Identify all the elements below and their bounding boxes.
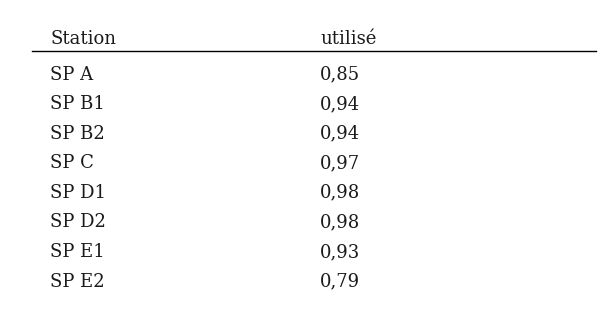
Text: SP B2: SP B2 <box>51 125 105 143</box>
Text: 0,98: 0,98 <box>320 214 360 231</box>
Text: SP B1: SP B1 <box>51 95 105 113</box>
Text: utilisé: utilisé <box>320 30 376 48</box>
Text: 0,79: 0,79 <box>320 272 360 291</box>
Text: 0,98: 0,98 <box>320 184 360 202</box>
Text: 0,97: 0,97 <box>320 154 360 172</box>
Text: 0,93: 0,93 <box>320 243 360 261</box>
Text: Station: Station <box>51 30 116 48</box>
Text: 0,94: 0,94 <box>320 125 360 143</box>
Text: SP A: SP A <box>51 66 94 84</box>
Text: SP D1: SP D1 <box>51 184 107 202</box>
Text: SP E1: SP E1 <box>51 243 105 261</box>
Text: SP D2: SP D2 <box>51 214 107 231</box>
Text: SP C: SP C <box>51 154 94 172</box>
Text: 0,85: 0,85 <box>320 66 360 84</box>
Text: SP E2: SP E2 <box>51 272 105 291</box>
Text: 0,94: 0,94 <box>320 95 360 113</box>
